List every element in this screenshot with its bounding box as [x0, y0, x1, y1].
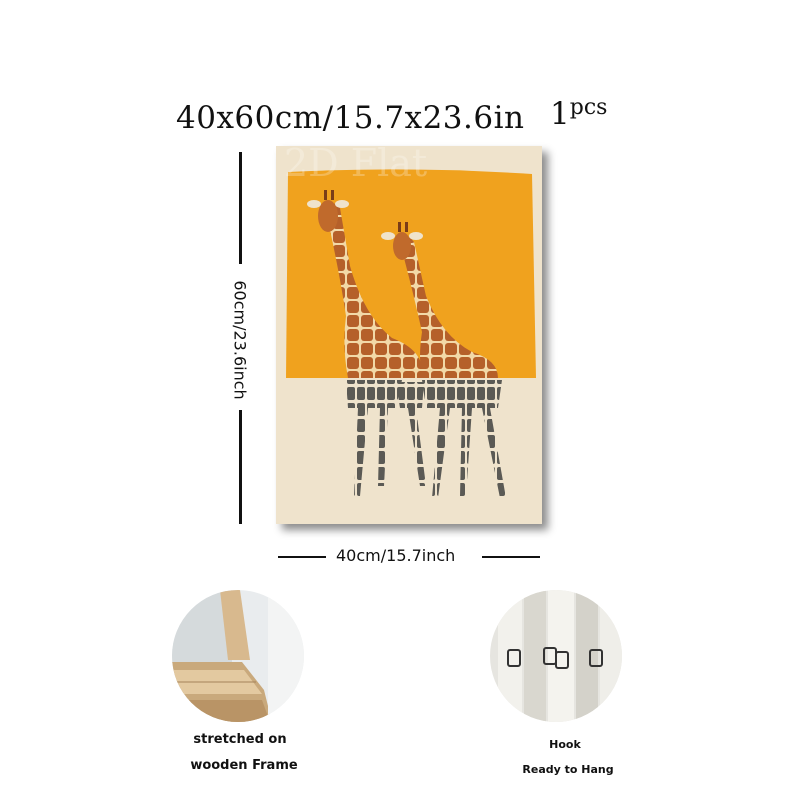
canvas-artwork: 2D Flat [276, 146, 542, 524]
giraffe-legs [346, 380, 506, 498]
height-dimension-label: 60cm/23.6inch [230, 280, 250, 400]
width-dimension-line-left [278, 556, 326, 558]
quantity-unit: pcs [569, 95, 608, 120]
giraffe-artwork: 2D Flat [276, 146, 542, 524]
hook-caption-line1: Hook [549, 738, 581, 751]
hook-caption-line2: Ready to Hang [522, 763, 614, 776]
giraffe-left [307, 190, 423, 378]
width-dimension-line-right [482, 556, 540, 558]
height-dimension-line-top [239, 152, 242, 264]
width-dimension-label: 40cm/15.7inch [336, 546, 456, 565]
quantity-number: 1 [550, 96, 570, 132]
watermark-text: 2D Flat [284, 146, 427, 185]
size-text: 40x60cm/15.7x23.6in [176, 100, 525, 136]
wooden-frame-caption-line1: stretched on [193, 732, 287, 747]
height-dimension-line-bottom [239, 410, 242, 524]
wooden-frame-photo [172, 590, 304, 722]
product-size-title: 40x60cm/15.7x23.6in 1pcs [176, 95, 696, 146]
giraffe-right [381, 222, 498, 378]
hook-photo [490, 590, 622, 722]
wooden-frame-caption-line2: wooden Frame [190, 758, 298, 773]
quantity: 1pcs [550, 95, 608, 132]
